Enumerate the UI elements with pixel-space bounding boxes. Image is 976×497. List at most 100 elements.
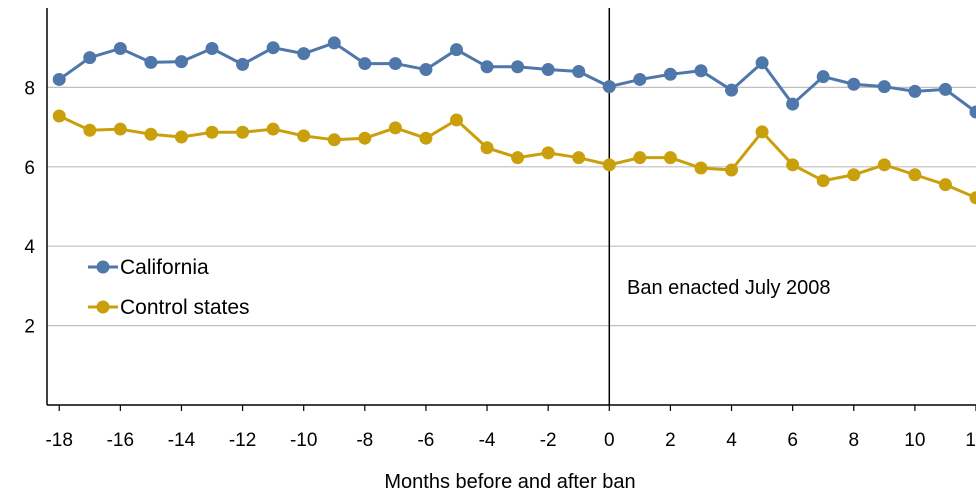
data-point-california — [816, 70, 830, 84]
legend-item-california: California — [88, 256, 209, 279]
data-point-california — [358, 57, 372, 71]
x-tick-labels: -18 -16 -14 -12 -10 -8 -6 -4 -2 0 2 4 6 8 10 12 — [45, 430, 976, 451]
data-point-control-states — [572, 151, 586, 165]
data-point-control-states — [511, 151, 525, 165]
legend-label: California — [120, 256, 209, 279]
axes — [46, 8, 976, 411]
data-point-california — [511, 60, 525, 74]
legend-swatch-marker — [96, 260, 110, 274]
x-tick-label: -14 — [168, 430, 196, 451]
data-point-california — [694, 64, 708, 78]
data-point-california — [327, 36, 341, 50]
data-point-california — [541, 63, 555, 77]
data-point-california — [52, 72, 66, 86]
x-tick-label: -12 — [229, 430, 256, 451]
data-point-control-states — [725, 163, 739, 177]
legend-swatch-marker — [96, 300, 110, 314]
data-point-california — [144, 55, 158, 69]
x-tick-label: 0 — [604, 430, 615, 451]
data-point-control-states — [633, 151, 647, 165]
data-point-california — [236, 57, 250, 71]
series-line-california — [58, 41, 976, 114]
data-point-control-states — [358, 131, 372, 145]
data-point-california — [908, 84, 922, 98]
data-point-california — [174, 55, 188, 69]
x-tick-label: -10 — [290, 430, 317, 451]
y-tick-label: 8 — [24, 78, 35, 99]
x-tick-label: -18 — [45, 430, 72, 451]
y-tick-label: 2 — [24, 317, 35, 338]
data-point-control-states — [205, 125, 219, 139]
gridlines — [47, 86, 976, 327]
data-point-california — [786, 97, 800, 111]
data-point-control-states — [327, 133, 341, 147]
data-point-control-states — [694, 161, 708, 175]
data-point-control-states — [786, 158, 800, 172]
x-tick-label: 10 — [904, 430, 925, 451]
data-point-california — [755, 56, 769, 70]
data-point-control-states — [297, 129, 311, 143]
data-point-control-states — [602, 158, 616, 172]
data-point-control-states — [480, 141, 494, 155]
legend-label: Control states — [120, 296, 250, 319]
legend: California Control states — [88, 256, 250, 319]
data-point-control-states — [541, 146, 555, 160]
y-tick-label: 4 — [24, 237, 35, 258]
data-point-california — [388, 57, 402, 71]
data-point-control-states — [449, 113, 463, 127]
x-tick-label: -6 — [417, 430, 434, 451]
data-point-california — [572, 65, 586, 79]
data-point-control-states — [83, 123, 97, 137]
data-point-california — [83, 51, 97, 65]
x-tick-label: -8 — [356, 430, 373, 451]
x-tick-label: -2 — [540, 430, 557, 451]
x-tick-label: 2 — [665, 430, 676, 451]
data-point-california — [480, 60, 494, 74]
data-point-california — [419, 63, 433, 77]
x-axis-title: Months before and after ban — [384, 471, 635, 493]
data-point-california — [969, 105, 976, 119]
data-point-control-states — [908, 168, 922, 182]
x-tick-label: 8 — [848, 430, 859, 451]
data-point-control-states — [938, 178, 952, 192]
series-control-states — [52, 109, 976, 205]
data-point-control-states — [847, 168, 861, 182]
y-tick-labels: 2 4 6 8 — [24, 78, 35, 337]
x-tick-label: 4 — [726, 430, 737, 451]
data-point-control-states — [816, 174, 830, 188]
x-tick-label: -16 — [107, 430, 134, 451]
data-point-california — [877, 80, 891, 94]
data-point-california — [266, 41, 280, 55]
data-point-control-states — [174, 130, 188, 144]
x-tick-label: 6 — [787, 430, 798, 451]
data-point-control-states — [419, 131, 433, 145]
data-point-control-states — [755, 125, 769, 139]
data-point-california — [205, 41, 219, 55]
series-california — [52, 36, 976, 119]
data-point-control-states — [663, 151, 677, 165]
data-point-california — [938, 82, 952, 96]
data-point-california — [847, 77, 861, 91]
data-point-control-states — [388, 121, 402, 135]
data-point-control-states — [113, 122, 127, 136]
data-point-california — [633, 72, 647, 86]
y-tick-label: 6 — [24, 158, 35, 179]
data-point-control-states — [52, 109, 66, 123]
series-group — [52, 36, 976, 205]
legend-item-control-states: Control states — [88, 296, 250, 319]
ban-annotation: Ban enacted July 2008 — [627, 277, 831, 299]
x-tick-label: -4 — [479, 430, 496, 451]
data-point-control-states — [144, 127, 158, 141]
data-point-california — [113, 41, 127, 55]
data-point-california — [663, 67, 677, 81]
x-tick-label: 12 — [965, 430, 976, 451]
data-point-california — [449, 43, 463, 57]
data-point-california — [297, 47, 311, 61]
data-point-california — [602, 80, 616, 94]
data-point-control-states — [877, 158, 891, 172]
data-point-control-states — [969, 191, 976, 205]
data-point-control-states — [236, 125, 250, 139]
data-point-control-states — [266, 122, 280, 136]
data-point-california — [725, 83, 739, 97]
